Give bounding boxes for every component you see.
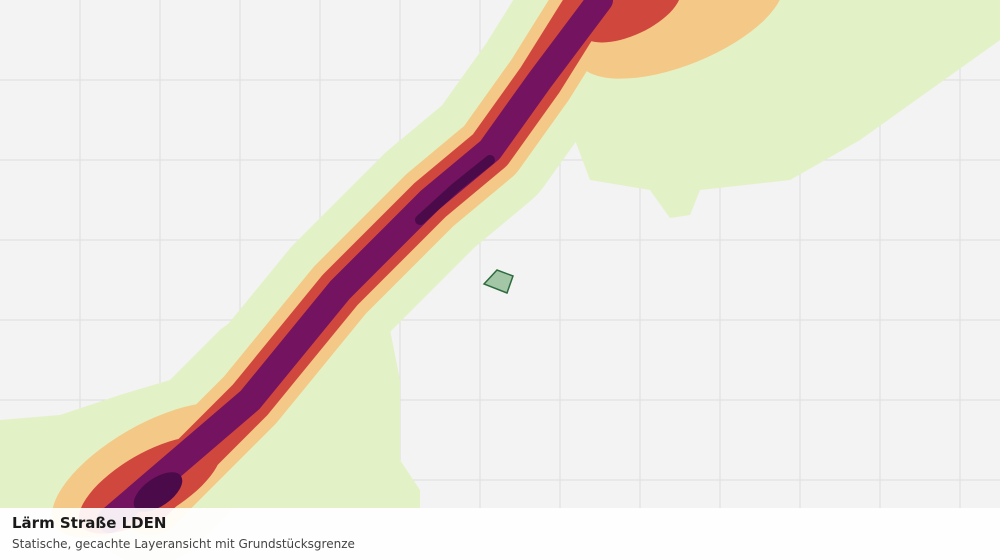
noise-zone-very-high — [97, 0, 613, 533]
layer-subtitle: Statische, gecachte Layeransicht mit Gru… — [12, 537, 355, 551]
noise-zone-max — [415, 155, 495, 225]
noise-zone-high — [579, 0, 681, 43]
noise-zone-medium — [576, 0, 784, 79]
noise-zone-max — [133, 472, 183, 512]
caption-bar: Lärm Straße LDEN Statische, gecachte Lay… — [0, 508, 1000, 560]
layer-title: Lärm Straße LDEN — [12, 514, 167, 532]
parcel-boundary — [482, 269, 514, 294]
